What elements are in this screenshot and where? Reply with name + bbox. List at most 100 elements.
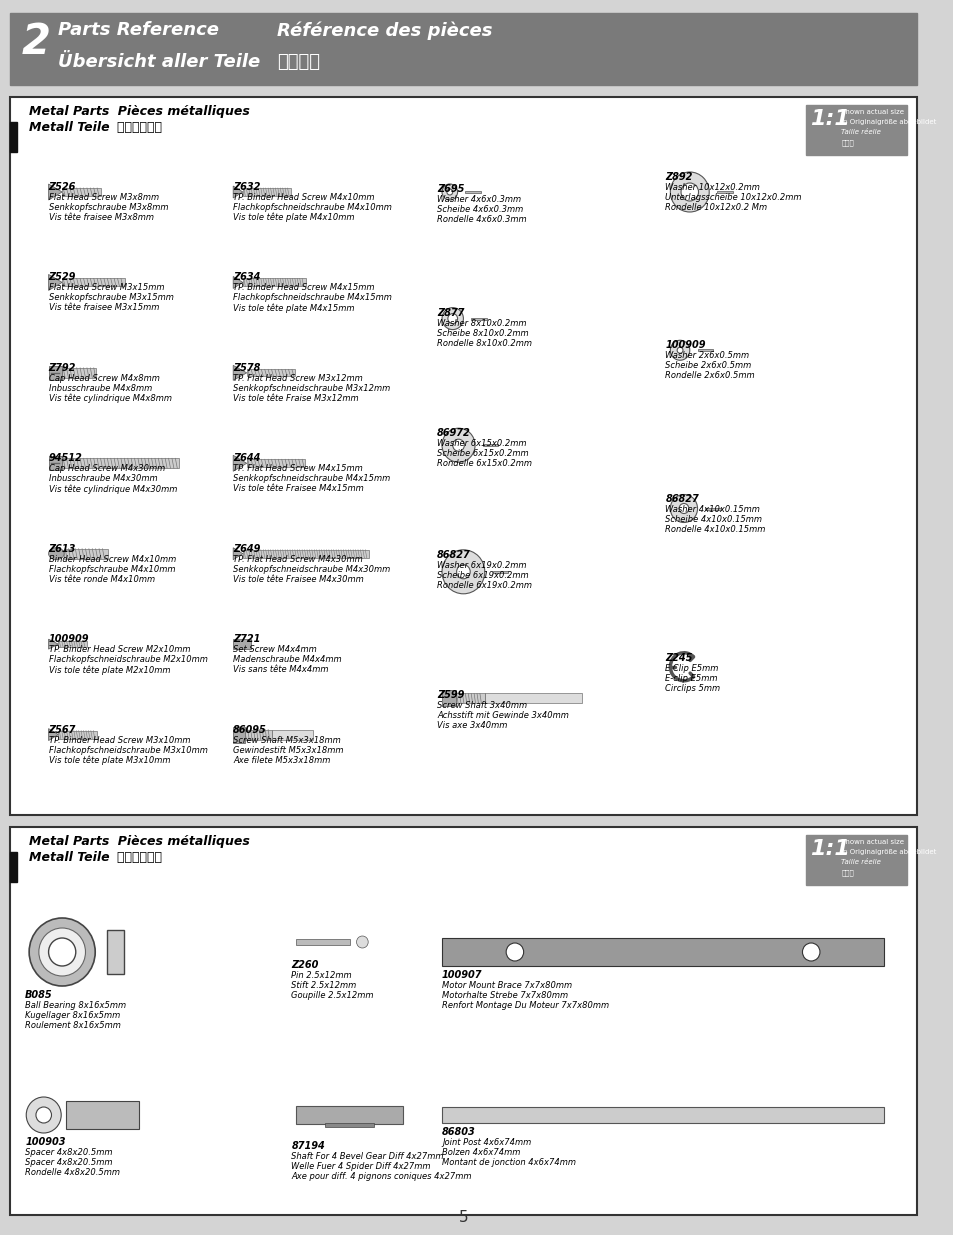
Text: TP. Flat Head Screw M3x12mm: TP. Flat Head Screw M3x12mm [233,374,362,383]
Bar [243,550,369,558]
Circle shape [49,939,75,966]
Text: Scheibe 4x6x0.3mm: Scheibe 4x6x0.3mm [436,205,523,214]
Bar [484,693,581,704]
Text: Shaft For 4 Bevel Gear Diff 4x27mm: Shaft For 4 Bevel Gear Diff 4x27mm [292,1152,443,1161]
Bar [49,456,62,471]
Text: Vis sans tête M4x4mm: Vis sans tête M4x4mm [233,666,329,674]
Text: 86803: 86803 [441,1128,476,1137]
Text: Washer 2x6x0.5mm: Washer 2x6x0.5mm [665,351,749,361]
Text: Washer 6x15x0.2mm: Washer 6x15x0.2mm [436,440,526,448]
Text: Flat Head Screw M3x8mm: Flat Head Screw M3x8mm [49,193,158,203]
Polygon shape [49,729,58,741]
Circle shape [441,184,457,200]
Text: Joint Post 4x6x74mm: Joint Post 4x6x74mm [441,1137,531,1147]
Text: Madenschraube M4x4mm: Madenschraube M4x4mm [233,655,341,664]
Circle shape [26,1097,61,1132]
Circle shape [670,172,708,212]
Text: Metall Teile: Metall Teile [30,851,110,864]
Text: Binder Head Screw M4x10mm: Binder Head Screw M4x10mm [49,555,175,563]
Text: 94512: 94512 [49,453,82,463]
Text: Metal Parts: Metal Parts [30,105,110,119]
Text: Z529: Z529 [49,273,76,283]
Text: Motor Mount Brace 7x7x80mm: Motor Mount Brace 7x7x80mm [441,981,572,990]
Bar [58,641,88,647]
Text: Scheibe 2x6x0.5mm: Scheibe 2x6x0.5mm [665,362,751,370]
Text: Washer 4x10x0.15mm: Washer 4x10x0.15mm [665,505,760,515]
Text: Vis tole tête Fraisee M4x30mm: Vis tole tête Fraisee M4x30mm [233,574,363,584]
Bar [441,690,456,706]
Text: Unterlagsscheibe 10x12x0.2mm: Unterlagsscheibe 10x12x0.2mm [665,193,801,203]
Text: Vis tête cylindrique M4x30mm: Vis tête cylindrique M4x30mm [49,484,176,494]
Text: 1:1: 1:1 [809,109,849,128]
Text: Z245: Z245 [665,653,692,663]
Bar [243,278,306,287]
Text: 86095: 86095 [233,725,267,735]
Text: Washer 8x10x0.2mm: Washer 8x10x0.2mm [436,319,526,327]
Text: In Originalgröße abgebildet: In Originalgröße abgebildet [841,848,936,855]
Circle shape [446,189,453,195]
Text: Z695: Z695 [436,184,464,194]
Bar [49,366,62,380]
Text: Vis tête cylindrique M4x8mm: Vis tête cylindrique M4x8mm [49,394,172,404]
Bar [272,730,313,740]
Text: Vis tête fraisee M3x8mm: Vis tête fraisee M3x8mm [49,212,153,222]
Circle shape [670,494,697,522]
Circle shape [39,927,86,976]
Text: TP. Binder Head Screw M2x10mm: TP. Binder Head Screw M2x10mm [49,645,190,655]
Polygon shape [233,277,243,289]
Text: Z877: Z877 [436,308,464,317]
Circle shape [441,429,475,462]
Text: Kugellager 8x16x5mm: Kugellager 8x16x5mm [25,1011,120,1020]
Polygon shape [233,547,243,559]
Circle shape [679,504,688,514]
Text: Flachkopfschneidschraube M3x10mm: Flachkopfschneidschraube M3x10mm [49,746,207,755]
Text: パーツ図: パーツ図 [276,53,319,70]
Text: Référence des pièces: Référence des pièces [276,21,492,40]
Circle shape [441,308,463,330]
Text: Scheibe 6x15x0.2mm: Scheibe 6x15x0.2mm [436,450,528,458]
Text: 86827: 86827 [665,494,699,505]
Circle shape [456,564,470,579]
Text: Rondelle 4x10x0.15mm: Rondelle 4x10x0.15mm [665,526,765,535]
Bar [471,317,486,320]
Text: Z613: Z613 [49,543,76,553]
Text: Washer 10x12x0.2mm: Washer 10x12x0.2mm [665,183,760,191]
Text: Flat Head Screw M3x15mm: Flat Head Screw M3x15mm [49,283,164,293]
Bar [233,726,245,742]
Bar [805,835,906,885]
Text: Shown actual size: Shown actual size [841,839,903,845]
Bar [245,730,272,740]
Bar [247,369,295,377]
Bar [717,191,732,193]
Text: 5: 5 [458,1210,468,1225]
Text: Z526: Z526 [49,182,76,191]
Bar [296,1107,403,1124]
Bar [66,1100,139,1129]
Text: Shown actual size: Shown actual size [841,109,903,115]
Bar [58,731,97,739]
Text: メタルパーツ: メタルパーツ [109,121,162,135]
Text: 2: 2 [21,21,51,63]
Text: 100907: 100907 [441,969,482,981]
Text: E Clip E5mm: E Clip E5mm [665,663,719,673]
Bar [465,191,480,193]
Text: Goupille 2.5x12mm: Goupille 2.5x12mm [292,990,374,1000]
Text: B085: B085 [25,990,52,1000]
Text: Vis tole tête Fraise M3x12mm: Vis tole tête Fraise M3x12mm [233,394,358,403]
Bar [10,122,17,152]
Text: Z567: Z567 [49,725,76,735]
Text: TP. Binder Head Screw M4x10mm: TP. Binder Head Screw M4x10mm [233,193,375,203]
Text: Rondelle 6x19x0.2mm: Rondelle 6x19x0.2mm [436,580,532,590]
Polygon shape [49,184,62,200]
Text: Gewindestift M5x3x18mm: Gewindestift M5x3x18mm [233,746,343,755]
Text: Bolzen 4x6x74mm: Bolzen 4x6x74mm [441,1149,520,1157]
Text: Z578: Z578 [233,363,260,373]
Text: 100903: 100903 [25,1137,66,1147]
Circle shape [680,183,698,201]
Text: Circlips 5mm: Circlips 5mm [665,684,720,693]
Text: Vis tête ronde M4x10mm: Vis tête ronde M4x10mm [49,574,154,584]
Text: Cap Head Screw M4x30mm: Cap Head Screw M4x30mm [49,464,165,473]
Text: Roulement 8x16x5mm: Roulement 8x16x5mm [25,1021,121,1030]
Text: Scheibe 6x19x0.2mm: Scheibe 6x19x0.2mm [436,571,528,579]
Text: In Originalgröße abgebildet: In Originalgröße abgebildet [841,119,936,125]
